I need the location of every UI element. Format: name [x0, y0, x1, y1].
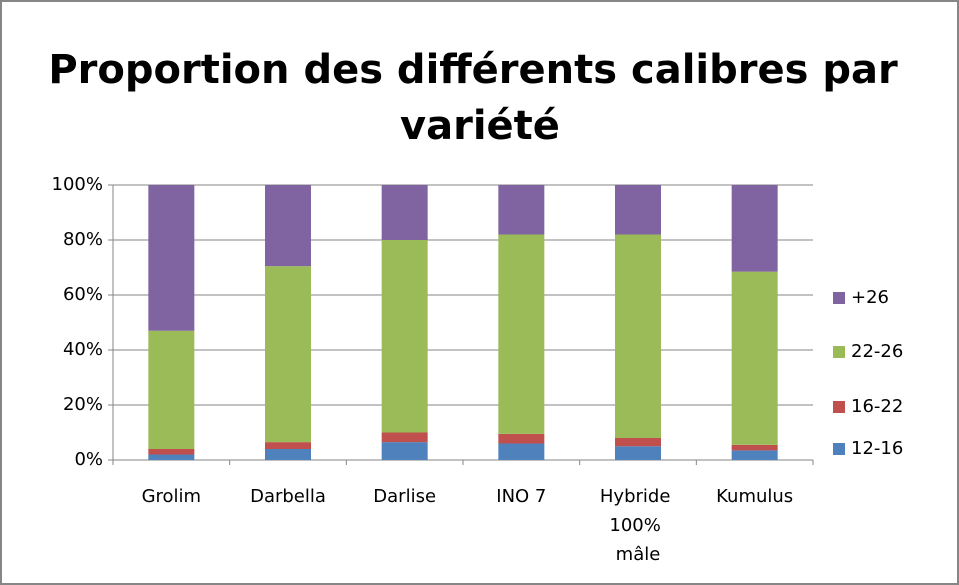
bar-segment [615, 234, 661, 438]
bar-segment [265, 185, 311, 267]
bar-segment [148, 454, 195, 460]
bar-segment [381, 240, 428, 433]
bar-segment [148, 449, 195, 455]
legend-swatch [833, 443, 845, 455]
bar-segment [731, 271, 778, 445]
bar-segment [498, 234, 545, 434]
bar-segment [265, 442, 311, 449]
y-tick-label: 60% [63, 284, 103, 305]
legend-label: 22-26 [851, 341, 903, 362]
bar-segment [381, 432, 428, 443]
bar-segment [731, 444, 778, 451]
legend-swatch [833, 401, 845, 413]
bar-segment [265, 266, 311, 443]
y-tick-label: 20% [63, 394, 103, 415]
bar-segment [498, 433, 545, 444]
bar-segment [615, 438, 661, 447]
bar-segment [498, 443, 545, 460]
y-tick-label: 100% [52, 174, 103, 195]
bar-segment [615, 185, 661, 235]
chart-title: Proportion des différents calibres par v… [48, 47, 911, 149]
bar-segment [731, 450, 778, 460]
bar-segment [148, 330, 195, 449]
legend-swatch [833, 292, 845, 304]
x-tick-label: INO 7 [496, 486, 546, 507]
x-tick-label: Grolim [142, 486, 202, 507]
legend-swatch [833, 346, 845, 358]
legend-label: +26 [851, 287, 889, 308]
bar-segment [498, 185, 545, 235]
y-tick-label: 80% [63, 229, 103, 250]
y-tick-label: 40% [63, 339, 103, 360]
bar-segment [381, 442, 428, 460]
x-tick-label: Kumulus [716, 486, 793, 507]
legend-label: 16-22 [851, 396, 903, 417]
bar-segment [381, 185, 428, 240]
y-tick-label: 0% [74, 449, 103, 470]
bar-segment [615, 446, 661, 460]
bar-segment [148, 185, 195, 331]
x-tick-label: Darbella [250, 486, 326, 507]
bar-segment [265, 449, 311, 460]
legend-label: 12-16 [851, 438, 903, 459]
x-tick-label: Hybride 100% mâle [600, 486, 676, 565]
bar-segment [731, 185, 778, 272]
x-tick-label: Darlise [373, 486, 436, 507]
